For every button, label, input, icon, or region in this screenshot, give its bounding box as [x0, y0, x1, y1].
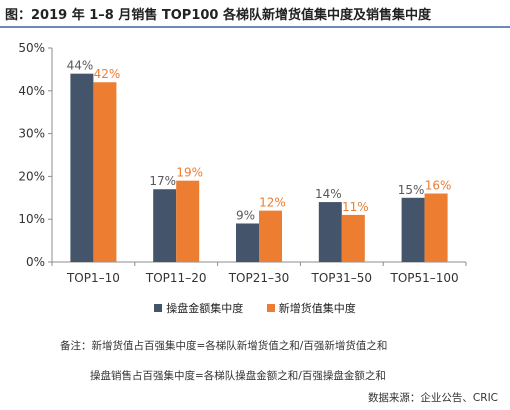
value-label: 19%: [176, 166, 203, 180]
value-label: 16%: [425, 179, 452, 193]
y-tick-label: 50%: [18, 41, 45, 55]
legend-swatch: [266, 304, 275, 312]
y-tick-label: 40%: [18, 84, 45, 98]
bar: [70, 73, 94, 263]
data-source: 数据来源：企业公告、CRIC: [367, 392, 498, 404]
legend: 操盘金额集中度 新增货值集中度: [0, 300, 510, 316]
legend-label: 新增货值集中度: [278, 302, 356, 315]
x-tick-label: TOP51–100: [390, 271, 459, 285]
value-label: 14%: [315, 187, 342, 201]
legend-item-series-2: 新增货值集中度: [266, 300, 356, 316]
bar-chart: 0% 10% 20% 30% 40% 50% TOP1–10 TOP11–20 TOP21–3…: [18, 41, 467, 285]
value-label: 17%: [149, 174, 176, 188]
bar: [401, 197, 425, 262]
value-label: 42%: [94, 67, 121, 81]
legend-label: 操盘金额集中度: [166, 302, 244, 315]
bars: [70, 73, 448, 263]
title-divider: [0, 26, 510, 28]
value-label: 9%: [236, 208, 255, 222]
x-tick-label: TOP1–10: [66, 271, 120, 285]
bar: [341, 214, 365, 262]
bar: [236, 223, 259, 262]
bar: [259, 210, 282, 262]
bar: [153, 189, 177, 262]
x-axis: TOP1–10 TOP11–20 TOP21–30 TOP31–50 TOP51–100: [51, 261, 467, 285]
x-tick-label: TOP11–20: [145, 271, 207, 285]
bar: [424, 193, 448, 262]
value-label: 12%: [259, 196, 286, 210]
chart-title: 图：2019 年 1–8 月销售 TOP100 各梯队新增货值集中度及销售集中度: [5, 8, 431, 23]
y-tick-label: 10%: [18, 212, 45, 226]
legend-swatch: [154, 304, 163, 312]
y-tick-label: 0%: [26, 255, 45, 269]
value-label: 44%: [67, 59, 94, 73]
bar: [93, 82, 117, 262]
bar: [176, 180, 200, 262]
legend-item-series-1: 操盘金额集中度: [154, 300, 243, 316]
note-line-2: 操盘销售占百强集中度=各梯队操盘金额之和/百强操盘金额之和: [90, 370, 386, 382]
y-tick-label: 30%: [18, 127, 45, 141]
value-label: 15%: [398, 183, 425, 197]
bar: [318, 202, 342, 262]
x-tick-label: TOP31–50: [311, 271, 373, 285]
x-tick-label: TOP21–30: [228, 271, 290, 285]
value-label: 11%: [342, 200, 369, 214]
y-axis: 0% 10% 20% 30% 40% 50%: [18, 41, 53, 269]
value-labels: 44%42% 17%19% 9% 12% 14%11% 15% 16%: [67, 59, 452, 223]
note-line-1: 备注：新增货值占百强集中度=各梯队新增货值之和/百强新增货值之和: [60, 340, 388, 352]
y-tick-label: 20%: [18, 169, 45, 183]
